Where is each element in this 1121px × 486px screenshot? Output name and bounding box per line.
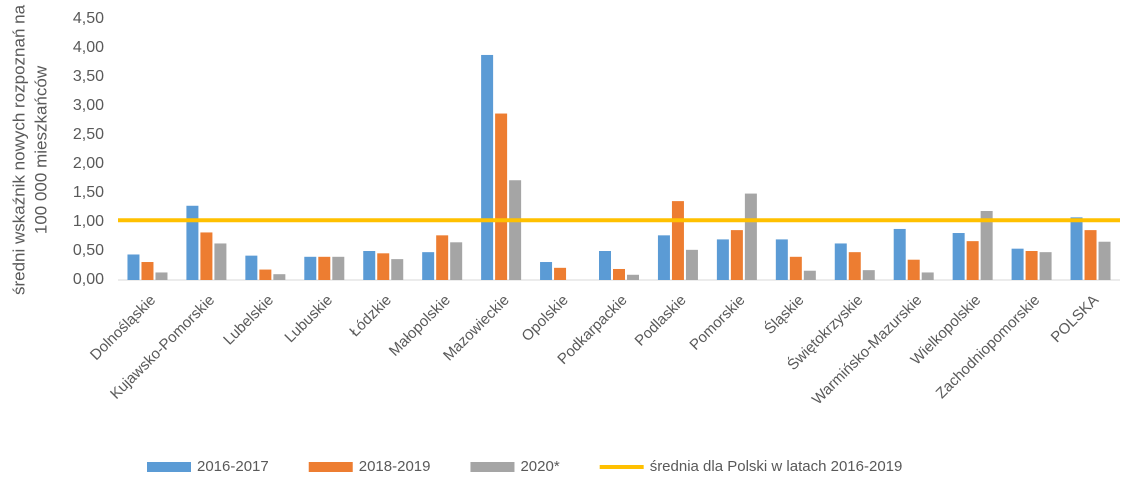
- bar: [304, 256, 317, 280]
- legend-swatch: [147, 462, 191, 472]
- legend-label: 2018-2019: [359, 458, 431, 475]
- bar: [332, 256, 345, 280]
- y-tick-label: 0,00: [73, 271, 104, 288]
- bar: [966, 241, 979, 280]
- bar: [540, 262, 553, 280]
- bar: [450, 242, 463, 280]
- y-tick-label: 4,50: [73, 10, 104, 27]
- x-tick-label: Lubelskie: [220, 292, 277, 349]
- x-tick-label: Podlaskie: [632, 292, 690, 350]
- bar: [481, 54, 494, 281]
- bar: [436, 235, 449, 280]
- bar: [744, 193, 757, 280]
- bar: [363, 251, 376, 280]
- bar: [775, 239, 788, 280]
- x-tick-label: Lubuskie: [281, 292, 335, 346]
- legend-label: 2016-2017: [197, 458, 269, 475]
- x-tick-label: Śląskie: [761, 291, 808, 338]
- bar: [141, 262, 154, 280]
- bar: [554, 267, 567, 280]
- bar: [127, 254, 140, 280]
- bar: [627, 274, 639, 280]
- bar: [685, 249, 698, 280]
- x-tick-label: Łódzkie: [346, 292, 395, 341]
- bar: [1025, 251, 1038, 280]
- y-tick-label: 2,00: [73, 155, 104, 172]
- bar: [893, 228, 906, 280]
- bar: [599, 251, 611, 280]
- bar: [391, 259, 404, 280]
- bar: [155, 272, 168, 280]
- y-tick-label: 0,50: [73, 242, 104, 259]
- x-tick-label: Kujawsko-Pomorskie: [107, 292, 218, 403]
- bar: [789, 256, 802, 280]
- bar: [214, 243, 227, 280]
- bar: [834, 243, 847, 280]
- y-tick-label: 4,00: [73, 39, 104, 56]
- bar: [671, 201, 684, 280]
- bar: [952, 233, 965, 280]
- legend-label: 2020*: [520, 458, 559, 475]
- y-axis-title: średni wskaźnik nowych rozpoznań na: [9, 4, 28, 295]
- bar: [273, 274, 286, 280]
- bar: [245, 255, 258, 280]
- y-tick-label: 1,50: [73, 184, 104, 201]
- bar: [509, 180, 522, 280]
- bar: [495, 113, 508, 280]
- bar: [259, 269, 272, 280]
- bar: [1084, 230, 1097, 280]
- x-tick-label: Opolskie: [518, 292, 571, 345]
- bar: [848, 252, 861, 280]
- x-tick-label: Pomorskie: [686, 292, 748, 354]
- x-tick-label: Zachodniopomorskie: [933, 292, 1043, 402]
- bar: [921, 272, 934, 280]
- bar: [980, 210, 993, 280]
- bar: [1039, 252, 1052, 280]
- y-tick-label: 3,50: [73, 68, 104, 85]
- bar: [730, 230, 743, 280]
- bar: [186, 205, 199, 280]
- x-tick-label: POLSKA: [1048, 292, 1102, 346]
- legend-swatch: [470, 462, 515, 472]
- bar: [862, 270, 875, 280]
- bar: [200, 232, 213, 280]
- bar: [318, 256, 331, 280]
- y-axis-title: 100 000 mieszkańców: [31, 65, 50, 234]
- bar: [1070, 217, 1083, 280]
- bar: [422, 252, 435, 280]
- bar: [907, 259, 920, 280]
- bar: [613, 268, 625, 280]
- bar: [803, 270, 816, 280]
- y-tick-label: 1,00: [73, 213, 104, 230]
- y-tick-label: 3,00: [73, 97, 104, 114]
- x-tick-label: Warmińsko-Mazurskie: [809, 292, 926, 409]
- bar: [377, 253, 390, 280]
- bar: [1011, 248, 1024, 280]
- legend-label: średnia dla Polski w latach 2016-2019: [650, 458, 903, 475]
- bar: [657, 235, 670, 280]
- bar: [1098, 241, 1111, 280]
- bar: [716, 239, 729, 280]
- legend-swatch: [308, 462, 353, 472]
- y-tick-label: 2,50: [73, 126, 104, 143]
